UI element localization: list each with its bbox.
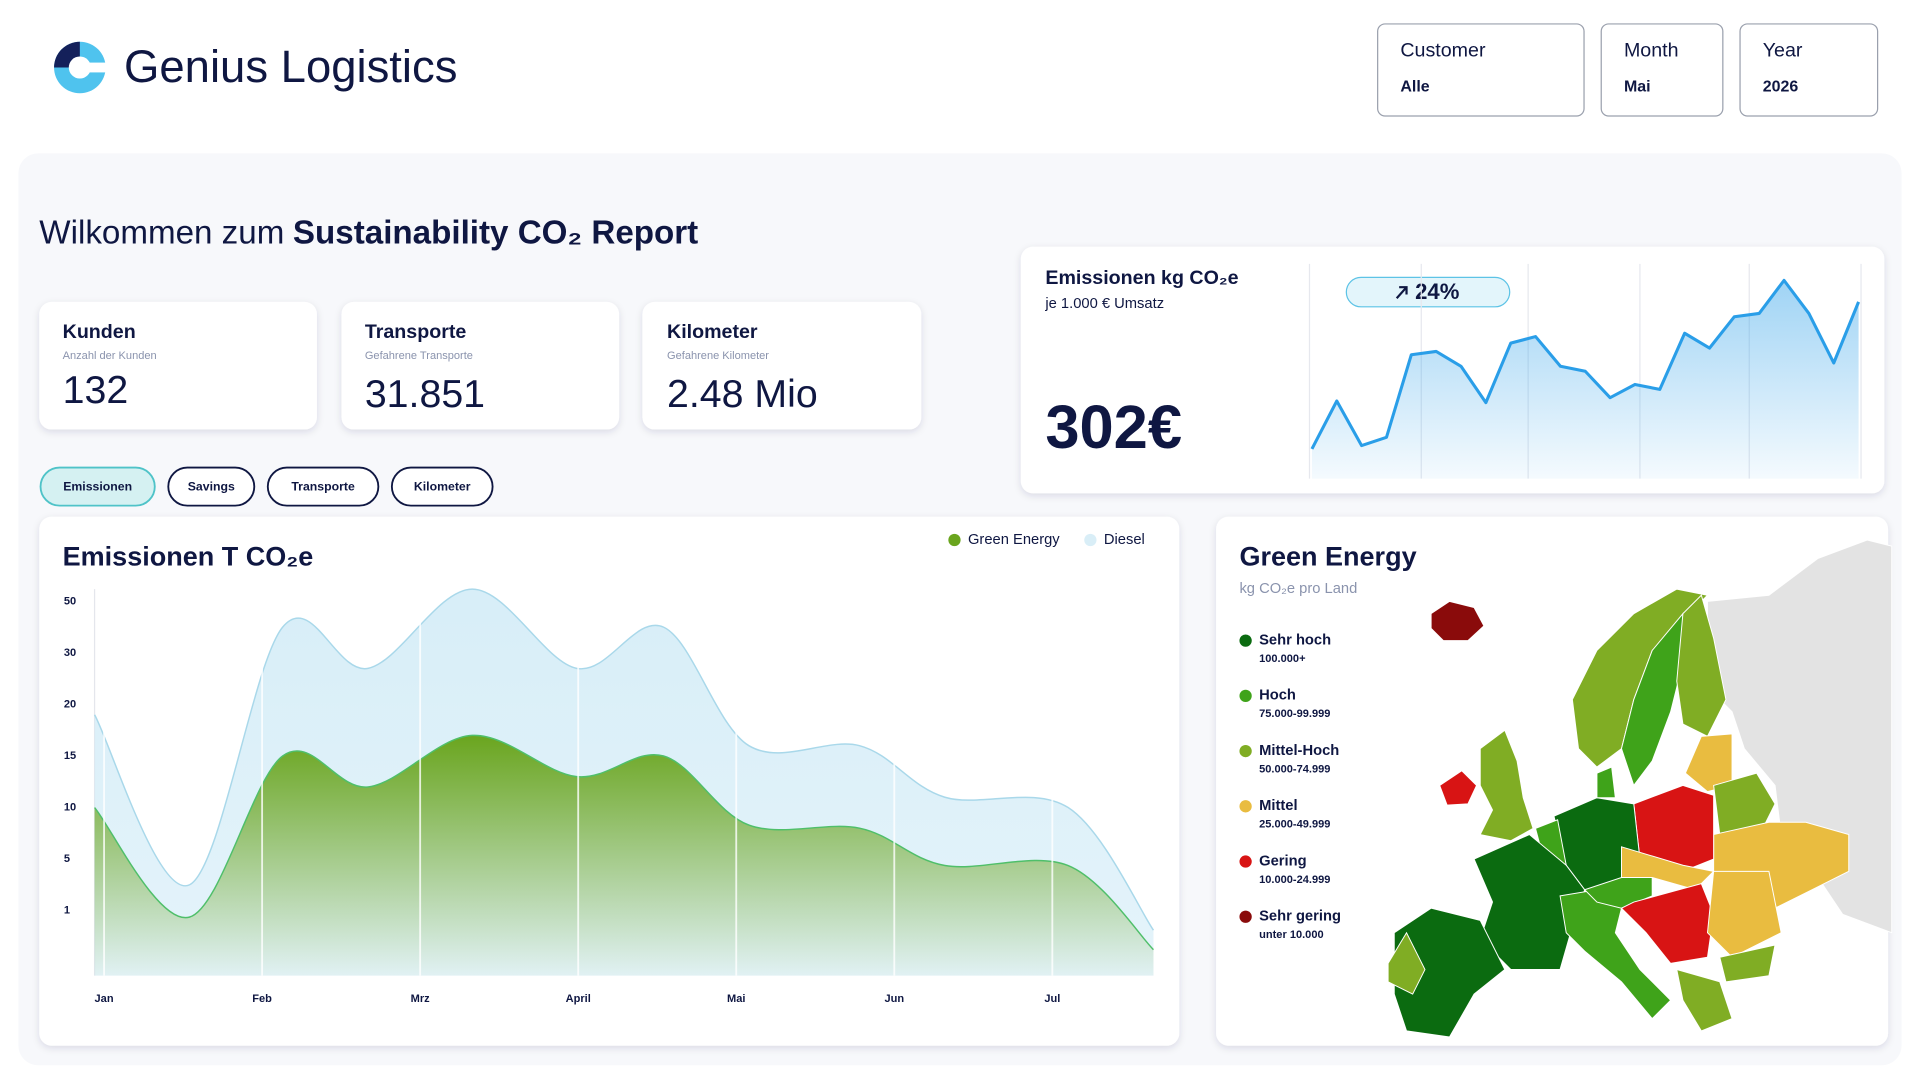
- tab[interactable]: Emissionen: [39, 466, 156, 507]
- filter-label: Year: [1763, 40, 1803, 62]
- y-tick-label: 15: [64, 750, 76, 762]
- legend-label: Hoch: [1259, 688, 1296, 704]
- filter-customer[interactable]: Customer Alle: [1377, 23, 1585, 117]
- x-tick-label: April: [566, 993, 591, 1005]
- y-tick-label: 30: [64, 647, 76, 659]
- kpi-value: 132: [63, 368, 129, 412]
- x-tick-label: Jun: [884, 993, 904, 1005]
- country: [1479, 729, 1534, 842]
- legend-range: 50.000-74.999: [1259, 763, 1330, 775]
- tab-label: Transporte: [291, 479, 355, 493]
- kpi-subtitle: Gefahrene Kilometer: [667, 350, 769, 362]
- legend-label: Sehr gering: [1259, 909, 1341, 925]
- legend-dot: [1084, 533, 1097, 547]
- country: [1620, 883, 1715, 964]
- country: [1719, 944, 1776, 983]
- welcome: Wilkommen zum Sustainability CO₂ Report: [39, 214, 698, 251]
- legend-label: Green Energy: [968, 532, 1060, 548]
- legend-dot: [948, 533, 961, 547]
- kpi-title: Transporte: [365, 321, 467, 343]
- change-badge: 24%: [1345, 276, 1511, 308]
- spark-area: [1311, 280, 1859, 479]
- area-title: Emissionen T CO₂e: [63, 542, 314, 572]
- legend-range: 25.000-49.999: [1259, 819, 1330, 831]
- country: [1430, 600, 1485, 642]
- legend-dot: [1239, 855, 1252, 868]
- filter-label: Month: [1624, 40, 1679, 62]
- tab-label: Kilometer: [414, 479, 471, 493]
- legend-dot: [1239, 634, 1252, 647]
- filter-value: 2026: [1763, 78, 1799, 95]
- spark-line: [1310, 278, 1861, 450]
- kpi-title: Kilometer: [667, 321, 758, 343]
- area-line: [94, 734, 1154, 951]
- x-tick-label: Jan: [95, 993, 114, 1005]
- y-tick-label: 20: [64, 698, 76, 710]
- legend-label: Diesel: [1104, 532, 1145, 548]
- filter-value: Mai: [1624, 78, 1651, 95]
- brand: Genius Logistics: [124, 41, 457, 92]
- legend-dot: [1239, 744, 1252, 758]
- country: [1596, 766, 1616, 799]
- legend-range: 100.000+: [1259, 653, 1305, 665]
- area-line: [93, 588, 1155, 931]
- europe-map: [1387, 539, 1893, 1038]
- kpi-card: Kilometer Gefahrene Kilometer 2.48 Mio: [642, 301, 922, 430]
- legend-range: 75.000-99.999: [1259, 708, 1330, 720]
- spark-kpi: 302€: [1045, 393, 1182, 462]
- country: [1439, 770, 1478, 806]
- legend-dot: [1239, 800, 1252, 813]
- map-subtitle: kg CO₂e pro Land: [1239, 581, 1357, 597]
- legend-range: 10.000-24.999: [1259, 874, 1330, 886]
- country: [1393, 907, 1506, 1038]
- country: [1706, 870, 1782, 958]
- kpi-value: 31.851: [365, 372, 485, 416]
- x-tick-label: Mrz: [411, 993, 431, 1005]
- y-tick-label: 50: [64, 595, 76, 607]
- tab[interactable]: Transporte: [266, 466, 380, 507]
- filter-year[interactable]: Year 2026: [1739, 23, 1879, 117]
- kpi-subtitle: Anzahl der Kunden: [63, 350, 157, 362]
- legend-dot: [1239, 910, 1252, 923]
- kpi-title: Kunden: [63, 321, 136, 343]
- x-tick-label: Mai: [727, 993, 745, 1005]
- kpi-card: Kunden Anzahl der Kunden 132: [39, 301, 317, 430]
- tab-label: Emissionen: [63, 479, 132, 493]
- legend-label: Sehr hoch: [1259, 633, 1331, 649]
- tab[interactable]: Kilometer: [390, 466, 494, 507]
- kpi-card: Transporte Gefahrene Transporte 31.851: [341, 301, 620, 430]
- logo: [54, 41, 107, 94]
- country: [1676, 968, 1733, 1032]
- kpi-value: 2.48 Mio: [667, 372, 818, 416]
- spark-subtitle: je 1.000 € Umsatz: [1044, 296, 1164, 312]
- map-title: Green Energy: [1239, 542, 1416, 572]
- tab[interactable]: Savings: [167, 466, 256, 507]
- legend-label: Mittel-Hoch: [1259, 743, 1339, 759]
- x-tick-label: Jul: [1044, 993, 1060, 1005]
- area-fill: [94, 735, 1154, 976]
- change-value: 24%: [1415, 279, 1460, 304]
- y-tick-label: 1: [64, 905, 70, 917]
- welcome-title: Sustainability CO₂ Report: [293, 214, 698, 251]
- x-tick-label: Feb: [252, 993, 272, 1005]
- country: [1713, 772, 1776, 836]
- filter-value: Alle: [1400, 78, 1429, 95]
- country: [1473, 833, 1586, 971]
- kpi-subtitle: Gefahrene Transporte: [365, 350, 473, 362]
- legend-label: Gering: [1259, 853, 1306, 869]
- legend-range: unter 10.000: [1259, 929, 1324, 941]
- country: [1387, 931, 1426, 995]
- legend-label: Mittel: [1259, 798, 1297, 814]
- legend-dot: [1239, 689, 1252, 702]
- welcome-prefix: Wilkommen zum: [39, 214, 284, 251]
- filter-label: Customer: [1400, 40, 1486, 62]
- y-tick-label: 5: [64, 853, 70, 865]
- tab-label: Savings: [188, 479, 235, 493]
- spark-title: Emissionen kg CO₂e: [1045, 267, 1238, 289]
- filter-month[interactable]: Month Mai: [1600, 23, 1724, 117]
- country: [1676, 594, 1727, 738]
- y-tick-label: 10: [64, 801, 76, 813]
